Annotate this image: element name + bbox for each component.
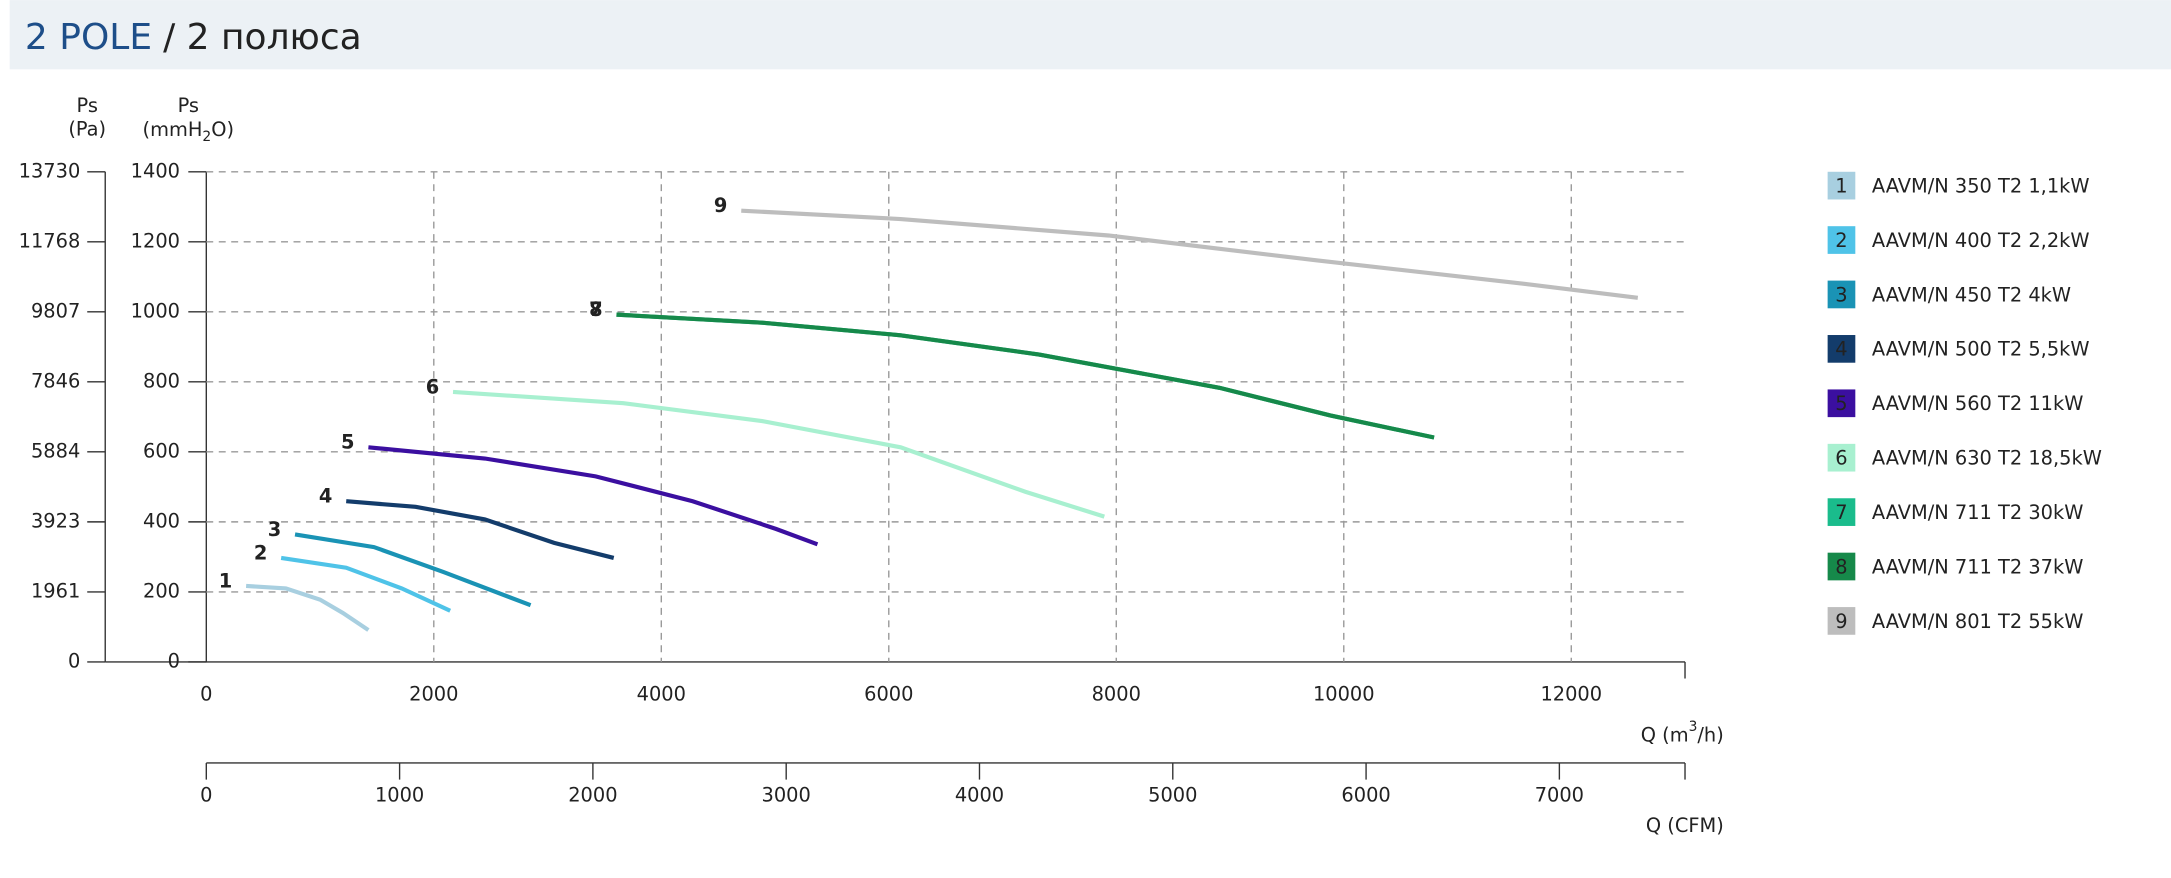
legend-label: AAVM/N 711 T2 37kW	[1872, 555, 2083, 578]
x2-label: Q (CFM)	[1646, 814, 1724, 837]
legend-label: AAVM/N 350 T2 1,1kW	[1872, 175, 2090, 198]
x2-tick-label: 6000	[1341, 784, 1390, 807]
series-number: 5	[341, 431, 354, 454]
y2-tick-label: 13730	[19, 159, 81, 182]
legend-swatch	[1827, 226, 1856, 254]
y2-tick-label: 5884	[31, 439, 80, 462]
legend-label: AAVM/N 450 T2 4kW	[1872, 283, 2071, 306]
y-label: Ps	[178, 94, 199, 117]
x2-tick-label: 5000	[1148, 784, 1197, 807]
series-number: 1	[219, 569, 232, 592]
y-tick-label: 600	[143, 439, 180, 462]
series-line	[452, 389, 1105, 519]
legend-number: 9	[1835, 610, 1847, 633]
series-number: 4	[319, 485, 332, 508]
y2-tick-label: 7846	[31, 369, 80, 392]
y2-tick-label: 1961	[31, 579, 80, 602]
legend-number: 6	[1835, 447, 1847, 470]
header-bar	[9, 0, 2171, 70]
x-label-part: /h)	[1697, 723, 1723, 746]
legend-number: 8	[1835, 555, 1847, 578]
y-label-part: (mmH	[143, 118, 203, 141]
series-line	[294, 532, 532, 608]
series-line	[245, 583, 370, 632]
series-number: 9	[714, 194, 727, 217]
x-label: Q (m3/h)	[1641, 719, 1724, 746]
x-tick-label: 10000	[1313, 683, 1375, 706]
y-tick-label: 1400	[131, 159, 180, 182]
x-tick-label: 12000	[1540, 683, 1602, 706]
legend-label: AAVM/N 560 T2 11kW	[1872, 392, 2083, 415]
legend-number: 3	[1835, 283, 1847, 306]
x2-tick-label: 2000	[568, 784, 617, 807]
series-number: 7	[589, 298, 602, 321]
legend-number: 5	[1835, 392, 1847, 415]
x-tick-label: 8000	[1092, 683, 1141, 706]
x-tick-label: 4000	[637, 683, 686, 706]
y2-label: Ps	[77, 94, 98, 117]
y-tick-label: 800	[143, 369, 180, 392]
x-tick-label: 2000	[409, 683, 458, 706]
title-main: 2 POLE	[25, 17, 152, 58]
series-number: 8	[589, 298, 602, 321]
series-line	[346, 499, 615, 560]
legend-label: AAVM/N 400 T2 2,2kW	[1872, 229, 2090, 252]
title-rest: / 2 полюса	[163, 17, 362, 58]
y2-tick-label: 9807	[31, 299, 80, 322]
legend-label: AAVM/N 801 T2 55kW	[1872, 610, 2083, 633]
series-number: 3	[268, 518, 281, 541]
legend-number: 1	[1835, 175, 1847, 198]
x2-tick-label: 4000	[955, 784, 1004, 807]
series-line	[368, 445, 819, 547]
title: 2 POLE / 2 полюса	[25, 17, 362, 58]
legend-label: AAVM/N 630 T2 18,5kW	[1872, 447, 2102, 470]
legend-swatch	[1827, 443, 1856, 472]
legend-swatch	[1827, 498, 1856, 526]
legend-number: 7	[1835, 501, 1847, 524]
x2-tick-label: 0	[200, 784, 212, 807]
legend-swatch	[1827, 280, 1856, 309]
y-label-sub: 2	[202, 129, 211, 145]
y-tick-label: 1200	[131, 229, 180, 252]
x2-tick-label: 1000	[375, 784, 424, 807]
legend-number: 4	[1835, 338, 1847, 361]
legend-swatch	[1827, 607, 1856, 635]
x-tick-label: 6000	[864, 683, 913, 706]
series-line	[741, 208, 1639, 300]
legend-label: AAVM/N 500 T2 5,5kW	[1872, 338, 2090, 361]
x-label-part: Q (m	[1641, 723, 1689, 746]
y2-tick-label: 3923	[31, 509, 80, 532]
y2-tick-label: 11768	[19, 229, 81, 252]
legend-swatch	[1827, 389, 1856, 418]
x2-tick-label: 7000	[1535, 784, 1584, 807]
legend-swatch	[1827, 335, 1856, 363]
y2-label: (Pa)	[68, 118, 106, 141]
y-tick-label: 400	[143, 509, 180, 532]
legend-label: AAVM/N 711 T2 30kW	[1872, 501, 2083, 524]
x-tick-label: 0	[200, 683, 212, 706]
legend-number: 2	[1835, 229, 1847, 252]
y-tick-label: 1000	[131, 299, 180, 322]
series-number: 2	[254, 541, 267, 564]
y-label-part: O)	[211, 118, 234, 141]
series-line	[280, 555, 452, 613]
x2-tick-label: 3000	[762, 784, 811, 807]
y2-tick-label: 0	[68, 649, 80, 672]
x-label-sup: 3	[1689, 719, 1698, 735]
series-line	[616, 312, 1435, 440]
legend-swatch	[1827, 171, 1856, 200]
y-label: (mmH2O)	[143, 118, 235, 145]
y-tick-label: 200	[143, 579, 180, 602]
y-tick-label: 0	[168, 649, 180, 672]
legend-swatch	[1827, 552, 1856, 581]
series-number: 6	[426, 375, 439, 398]
